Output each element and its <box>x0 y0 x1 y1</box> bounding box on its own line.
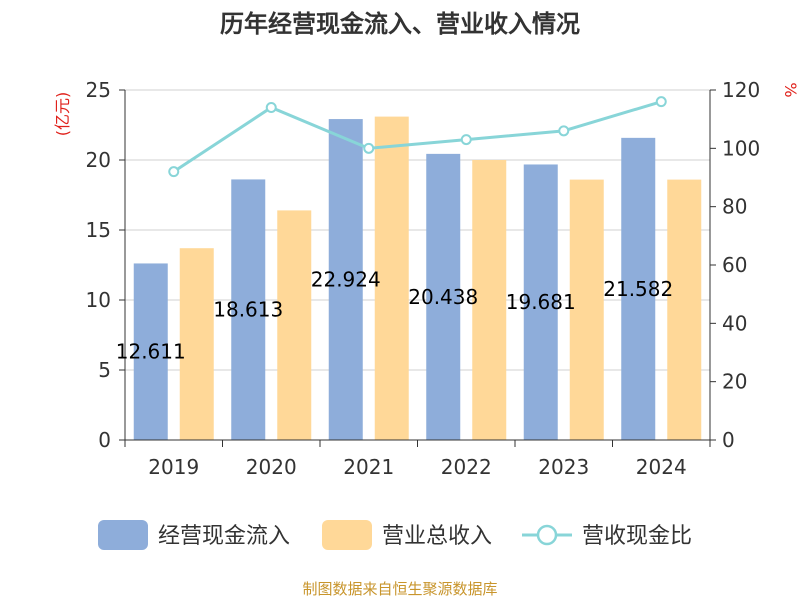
ratio-point <box>168 166 180 178</box>
left-tick-label: 25 <box>86 78 111 102</box>
ratio-point <box>265 102 277 113</box>
right-tick-label: 40 <box>722 311 747 335</box>
data-labels: 12.611 18.613 22.924 20.438 19.681 21.582 <box>116 268 673 364</box>
right-tick-label: 120 <box>722 78 760 102</box>
left-tick-label: 20 <box>86 148 111 172</box>
legend-label-cash-inflow: 经营现金流入 <box>158 524 290 549</box>
bar-cash-inflow <box>133 263 168 440</box>
data-label-cash-inflow: 20.438 <box>408 285 478 309</box>
grid-lines <box>125 89 710 371</box>
left-tick-label: 10 <box>86 288 111 312</box>
bars <box>133 116 702 441</box>
x-tick-label: 2019 <box>148 455 199 479</box>
bar-revenue <box>277 210 312 440</box>
ratio-line-path <box>172 100 662 173</box>
bar-cash-inflow <box>328 119 363 441</box>
right-tick-label: 0 <box>722 428 735 452</box>
x-tick-label: 2020 <box>246 455 297 479</box>
source-footer: 制图数据来自恒生聚源数据库 <box>302 580 497 598</box>
legend-swatch-cash-inflow <box>98 520 148 550</box>
x-tick-label: 2021 <box>343 455 394 479</box>
ratio-point <box>363 142 375 154</box>
data-label-cash-inflow: 18.613 <box>213 298 283 322</box>
right-tick-label: 60 <box>722 253 747 277</box>
x-tick-label: 2022 <box>441 455 492 479</box>
chart-title: 历年经营现金流入、营业收入情况 <box>220 10 580 38</box>
axes: 0 5 10 15 20 25 0 20 40 60 80 100 120 2019 2020 2021 202… <box>86 78 761 479</box>
bar-revenue <box>667 179 702 440</box>
right-tick-label: 20 <box>722 370 747 394</box>
bar-cash-inflow <box>426 153 461 441</box>
legend-swatch-ratio-marker <box>536 524 558 546</box>
data-label-cash-inflow: 19.681 <box>506 290 576 314</box>
bar-revenue <box>179 248 214 440</box>
data-label-cash-inflow: 22.924 <box>311 268 381 292</box>
legend: 经营现金流入 营业总收入 营收现金比 <box>98 520 692 550</box>
x-tick-label: 2024 <box>636 455 687 479</box>
legend-label-revenue: 营业总收入 <box>382 524 492 549</box>
left-tick-label: 5 <box>98 358 111 382</box>
right-tick-label: 100 <box>722 136 760 160</box>
left-axis-unit: (亿元) <box>53 92 72 137</box>
bar-cash-inflow <box>621 137 656 441</box>
bar-revenue <box>569 179 604 440</box>
ratio-point <box>558 125 570 137</box>
bar-revenue <box>374 116 409 440</box>
ratio-line <box>168 96 667 178</box>
bar-revenue <box>472 160 507 440</box>
data-label-cash-inflow: 12.611 <box>116 340 186 364</box>
ratio-point <box>655 96 667 108</box>
left-tick-label: 15 <box>86 218 111 242</box>
right-axis-unit: % <box>781 82 800 97</box>
left-tick-label: 0 <box>98 428 111 452</box>
bar-cash-inflow <box>523 164 558 440</box>
x-tick-label: 2023 <box>538 455 589 479</box>
right-tick-label: 80 <box>722 195 747 219</box>
legend-label-ratio: 营收现金比 <box>582 524 692 549</box>
data-label-cash-inflow: 21.582 <box>603 277 673 301</box>
bar-cash-inflow <box>231 179 266 440</box>
legend-swatch-revenue <box>322 520 372 550</box>
ratio-point <box>460 134 472 146</box>
